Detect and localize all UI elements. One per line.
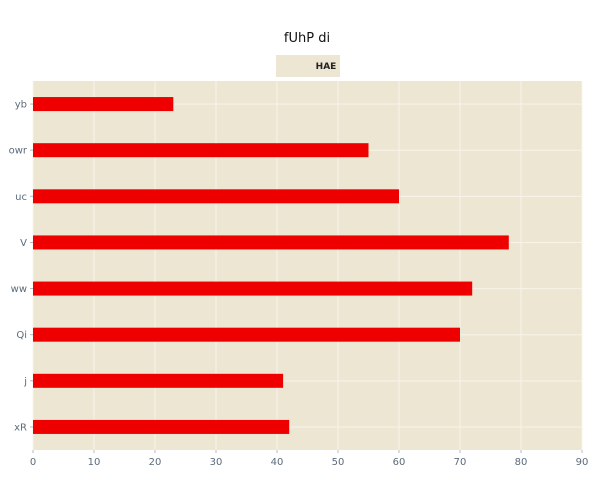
bar [33,235,509,250]
x-tick-label: 50 [332,457,345,468]
legend-label: HAE [316,62,337,72]
bar [33,373,284,388]
x-tick-label: 80 [515,457,528,468]
x-tick-label: 40 [271,457,284,468]
bar [33,143,369,158]
x-tick-label: 60 [393,457,406,468]
chart-title: fUhP di [284,31,330,46]
bar [33,327,460,342]
x-tick-label: 0 [30,457,36,468]
bar [33,97,174,112]
y-tick-label: yb [15,100,27,111]
bar [33,189,399,204]
y-tick-label: j [23,376,27,387]
legend: HAE [276,55,340,77]
x-tick-label: 30 [210,457,223,468]
plot-area [33,81,582,450]
x-axis-ticks: 0 10 20 30 40 50 60 70 80 90 [30,450,589,468]
x-tick-label: 10 [88,457,101,468]
y-tick-label: Qi [16,330,27,341]
legend-box [276,55,340,77]
bar [33,281,473,296]
x-tick-label: 20 [149,457,162,468]
y-tick-label: xR [14,422,27,433]
y-tick-label: ww [11,284,27,295]
x-tick-label: 70 [454,457,467,468]
y-tick-label: owr [9,146,28,157]
bar [33,419,290,434]
bars [33,97,509,434]
x-tick-label: 90 [576,457,589,468]
y-axis-ticks: yb owr uc Vww Qi j xR [9,100,33,433]
y-tick-label: V [20,238,27,249]
y-tick-label: uc [15,192,27,203]
